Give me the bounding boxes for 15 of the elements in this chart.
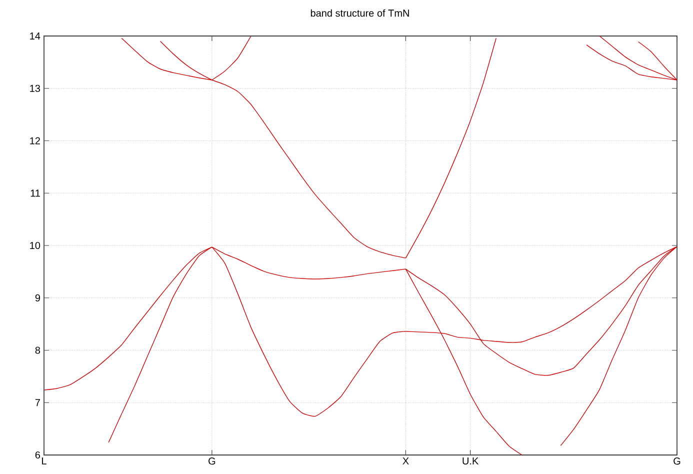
y-tick-label: 8	[35, 346, 40, 354]
y-tick-label: 9	[35, 294, 40, 302]
x-tick-label: X	[402, 458, 409, 464]
chart-title: band structure of TmN	[310, 9, 409, 17]
x-tick-label: U.K	[462, 458, 479, 465]
x-tick-label: L	[42, 458, 46, 464]
y-tick-label: 11	[30, 190, 40, 197]
y-tick-label: 14	[30, 32, 40, 40]
y-tick-label: 6	[35, 451, 40, 459]
y-tick-label: 12	[30, 137, 40, 144]
x-tick-label: G	[674, 458, 680, 465]
y-tick-label: 13	[30, 84, 40, 92]
x-tick-label: G	[208, 458, 216, 465]
y-tick-label: 10	[30, 242, 40, 250]
y-tick-label: 7	[35, 399, 40, 406]
